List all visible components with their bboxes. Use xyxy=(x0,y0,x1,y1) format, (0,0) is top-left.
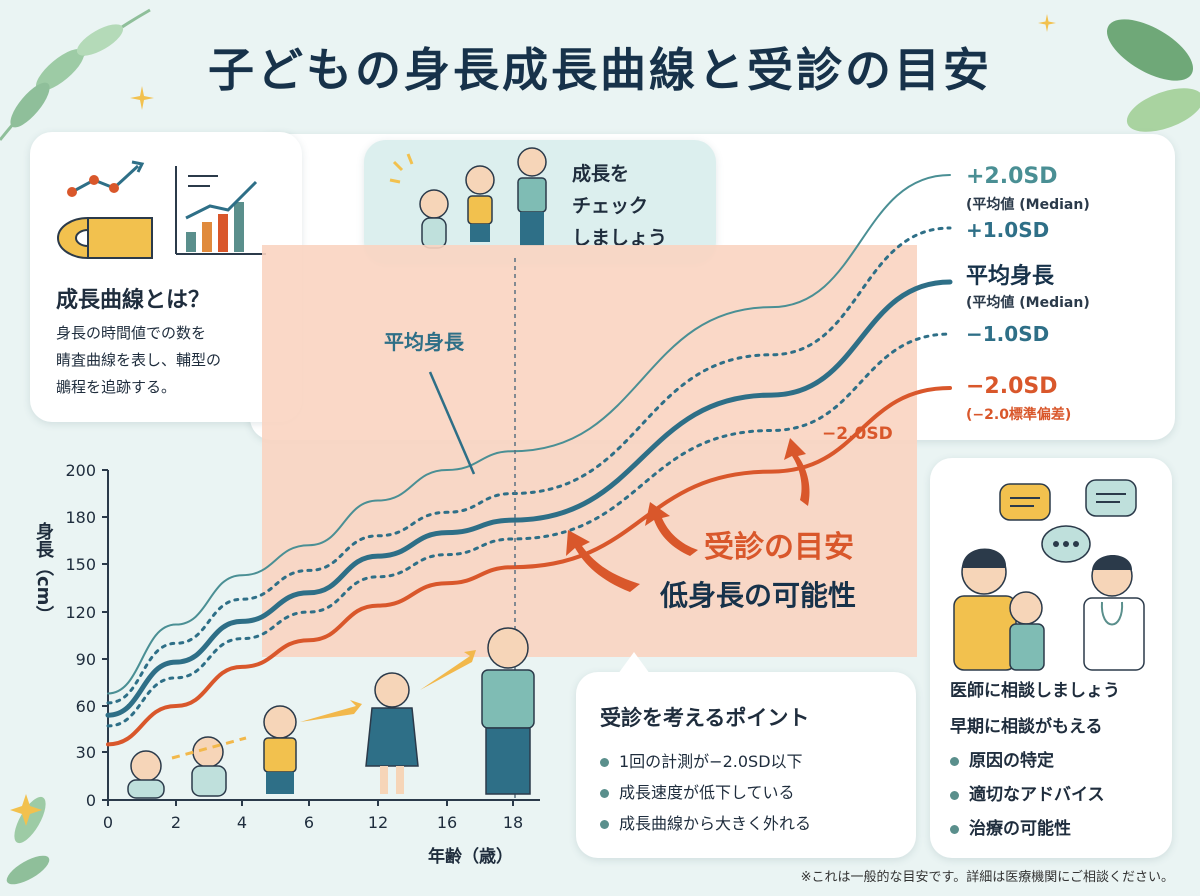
x-tick-label: 2 xyxy=(171,813,181,832)
leaf-decoration-bottom-left xyxy=(6,794,50,885)
y-axis-label: 身長（cm） xyxy=(33,522,54,624)
y-tick-label: 0 xyxy=(86,791,96,810)
leaf-decoration-top-right xyxy=(1107,19,1200,132)
callout-pointer xyxy=(618,652,650,674)
check-text: 成長を チェック しましょう xyxy=(572,163,668,249)
x-tick-label: 12 xyxy=(368,813,388,832)
y-tick-label: 30 xyxy=(76,743,96,762)
series-line-1 xyxy=(107,174,951,695)
about-body: 身長の時間値での数を 睛査曲線を表し、輔型の 鶘程を追跡する。 xyxy=(56,324,222,396)
label-minus2sd: −2.0SD xyxy=(966,374,1058,399)
label-mean: 平均身長 xyxy=(966,264,1055,289)
children-illustration xyxy=(389,147,547,249)
x-tick-label: 18 xyxy=(503,813,523,832)
leaf-decoration-top-left xyxy=(0,8,151,141)
consult-zone-headline: 受診の目安 xyxy=(704,530,854,565)
check-growth-card: 成長を チェック しましょう xyxy=(364,140,716,264)
x-tick-label: 6 xyxy=(304,813,314,832)
list-item: 成長曲線から大きく外れる xyxy=(600,808,811,839)
mean-callout-label: 平均身長 xyxy=(384,330,464,354)
footnote: ※これは一般的な目安です。詳細は医療機関にご相談ください。 xyxy=(800,870,1174,885)
growing-children-illustration xyxy=(127,627,535,799)
label-mean-sub: (平均値 (Median) xyxy=(966,295,1090,311)
consult-zone xyxy=(262,245,917,657)
series-line-2 xyxy=(106,226,952,705)
page-title: 子どもの身長成長曲線と受診の目安 xyxy=(208,43,992,97)
consult-points-card: 受診を考えるポイント 1回の計測が−2.0SD以下 成長速度が低下している 成長… xyxy=(576,672,916,858)
series-line-3 xyxy=(105,279,953,718)
y-tick-label: 150 xyxy=(65,555,96,574)
label-minus1sd: −1.0SD xyxy=(966,322,1050,346)
y-tick-label: 120 xyxy=(65,603,96,622)
series-line-4 xyxy=(106,332,952,728)
mean-callout-line xyxy=(428,371,476,475)
list-item: 1回の計測が−2.0SD以下 xyxy=(600,746,811,777)
label-plus2sd-sub: (平均値 (Median) xyxy=(966,197,1090,213)
about-title: 成長曲線とは？ xyxy=(56,288,211,313)
x-tick-label: 16 xyxy=(437,813,457,832)
x-axis-label: 年齢（歳） xyxy=(428,847,513,867)
y-tick-label: 200 xyxy=(65,461,96,480)
list-item: 成長速度が低下している xyxy=(600,777,811,808)
label-minus2sd-sub: (−2.0標準偏差) xyxy=(966,407,1072,423)
zone-arrows xyxy=(566,438,810,592)
list-item: 原因の特定 xyxy=(950,744,1105,778)
label-plus1sd: +1.0SD xyxy=(966,218,1050,242)
label-plus2sd: +2.0SD xyxy=(966,164,1058,189)
y-tick-label: 60 xyxy=(76,697,96,716)
doctor-subtitle: 早期に相談がもえる xyxy=(950,717,1103,737)
doctor-title: 医師に相談しましょう xyxy=(950,681,1120,701)
x-tick-label: 4 xyxy=(237,813,247,832)
doctor-list: 原因の特定 適切なアドバイス 治療の可能性 xyxy=(950,744,1105,846)
x-tick-label: 0 xyxy=(103,813,113,832)
consult-zone-sub: 低身長の可能性 xyxy=(660,579,857,612)
sparkle-icon xyxy=(1038,14,1056,32)
doctor-consult-card: 医師に相談しましょう 早期に相談がもえる 原因の特定 適切なアドバイス 治療の可… xyxy=(930,458,1172,858)
sparkle-icon xyxy=(130,86,154,110)
points-list: 1回の計測が−2.0SD以下 成長速度が低下している 成長曲線から大きく外れる xyxy=(600,746,811,839)
label-minus2sd-inline: −2.0SD xyxy=(822,424,893,444)
bar-chart-icon xyxy=(175,166,266,255)
tape-measure-icon xyxy=(57,160,153,259)
list-item: 適切なアドバイス xyxy=(950,778,1105,812)
points-title: 受診を考えるポイント xyxy=(600,706,810,730)
about-growth-curve-card xyxy=(30,132,302,422)
y-tick-label: 90 xyxy=(76,650,96,669)
doctor-consult-illustration xyxy=(953,479,1145,671)
y-tick-label: 180 xyxy=(65,508,96,527)
series-line-5 xyxy=(106,386,952,747)
list-item: 治療の可能性 xyxy=(950,812,1105,846)
